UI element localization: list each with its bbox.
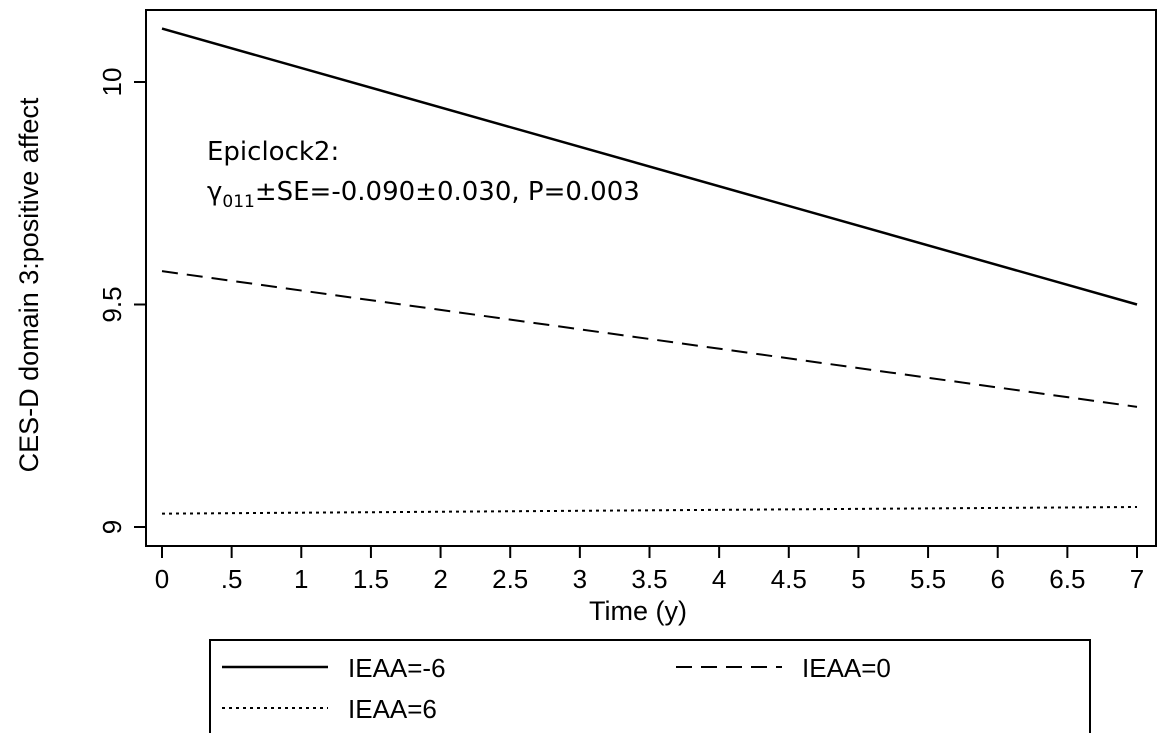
legend-box — [209, 639, 1091, 738]
legend-label-ieaa-6: IEAA=6 — [348, 694, 437, 724]
x-axis: 0 .5 1 1.5 2 2.5 3 3.5 4 4.5 5 5.5 6 6.5 7 — [155, 546, 1144, 594]
x-tick-label: 1 — [294, 564, 308, 594]
annotation: Epiclock2: γ011±SE=-0.090±0.030, P=0.003 — [207, 137, 640, 212]
x-tick-label: 7 — [1130, 564, 1144, 594]
series-line-dotted — [161, 505, 1138, 515]
x-tick-label: 3.5 — [631, 564, 667, 594]
x-tick-label: 2.5 — [492, 564, 528, 594]
x-tick-label: 3 — [573, 564, 587, 594]
gamma-symbol: γ — [207, 177, 222, 207]
x-tick-label: 4.5 — [771, 564, 807, 594]
x-tick-label: 1.5 — [353, 564, 389, 594]
series-layer — [161, 27, 1138, 515]
legend-label-ieaa-neg6: IEAA=-6 — [348, 653, 446, 683]
series-line-dashed — [161, 270, 1138, 408]
x-tick-label: 2 — [433, 564, 447, 594]
x-tick-label: 6.5 — [1049, 564, 1085, 594]
annotation-line-2: γ011±SE=-0.090±0.030, P=0.003 — [207, 177, 640, 212]
y-axis-title: CES-D domain 3:positive affect — [14, 97, 44, 472]
series-line-solid — [161, 27, 1138, 306]
plot-frame — [145, 9, 1157, 547]
annotation-line-1: Epiclock2: — [207, 137, 339, 167]
y-tick-label: 9 — [97, 520, 127, 534]
x-tick-label: .5 — [221, 564, 243, 594]
gamma-subscript: 011 — [222, 192, 254, 212]
annotation-stat-text: ±SE=-0.090±0.030, P=0.003 — [255, 177, 640, 207]
y-tick-label: 10 — [97, 68, 127, 97]
x-tick-label: 6 — [990, 564, 1004, 594]
x-tick-label: 0 — [155, 564, 169, 594]
y-tick-label: 9.5 — [97, 286, 127, 322]
x-tick-label: 5.5 — [910, 564, 946, 594]
x-axis-title: Time (y) — [589, 596, 687, 626]
y-axis: 9 9.5 10 — [97, 68, 146, 534]
legend-label-ieaa-0: IEAA=0 — [802, 653, 891, 683]
legend: IEAA=-6 IEAA=0 IEAA=6 — [209, 639, 1091, 738]
x-tick-label: 5 — [851, 564, 865, 594]
x-tick-label: 4 — [712, 564, 726, 594]
